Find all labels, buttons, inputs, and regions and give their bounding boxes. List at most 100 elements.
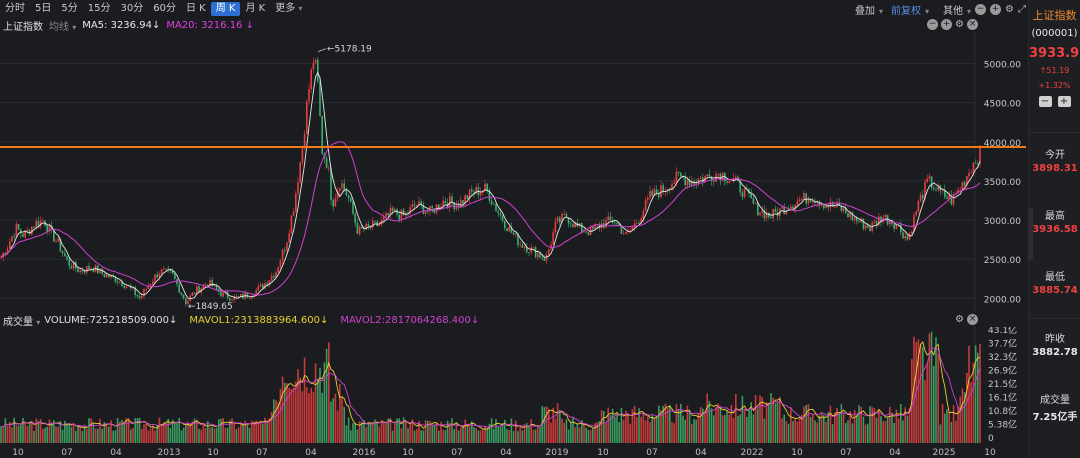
adjust-select[interactable]: 前复权 ▾ bbox=[887, 2, 929, 17]
volume-bar bbox=[508, 430, 510, 443]
candle-body bbox=[471, 189, 473, 192]
candle-body bbox=[493, 203, 495, 205]
volume-bar bbox=[644, 420, 647, 443]
volume-bar bbox=[768, 403, 770, 443]
tab-15min[interactable]: 15分 bbox=[87, 3, 111, 14]
ma-selector[interactable]: 均线 ▾ bbox=[49, 18, 76, 33]
volume-text: VOLUME:725218509.000 bbox=[44, 314, 169, 326]
candle-body bbox=[818, 201, 821, 206]
overlay-button[interactable]: 叠加 ▾ bbox=[851, 2, 883, 17]
candle-body bbox=[207, 284, 209, 287]
settings-icon[interactable]: ⚙ bbox=[1005, 3, 1014, 15]
candle-body bbox=[974, 162, 977, 164]
low-block: 最低 3885.74 bbox=[1029, 268, 1080, 296]
candle-body bbox=[693, 181, 695, 183]
volume-bar bbox=[444, 430, 447, 443]
volume-bar bbox=[59, 421, 62, 443]
volume-bar bbox=[836, 408, 838, 443]
candle-body bbox=[666, 189, 669, 191]
close-icon[interactable]: × bbox=[967, 19, 978, 30]
tab-5day[interactable]: 5日 bbox=[35, 3, 52, 14]
candle-body bbox=[341, 183, 343, 188]
tab-more[interactable]: 更多 ▾ bbox=[270, 2, 307, 16]
candle-body bbox=[90, 268, 92, 270]
candle-body bbox=[521, 244, 524, 248]
volume-bar bbox=[449, 422, 451, 443]
candle-body bbox=[81, 270, 84, 272]
volume-bar bbox=[229, 420, 231, 443]
arrow-up-icon: ↑ bbox=[1039, 66, 1047, 75]
minus-icon[interactable]: − bbox=[1038, 96, 1052, 107]
candle-body bbox=[336, 190, 339, 199]
volume-bar bbox=[356, 429, 359, 443]
plus-icon[interactable]: + bbox=[1057, 96, 1071, 107]
candle-body bbox=[339, 187, 341, 191]
volume-bar bbox=[867, 423, 869, 443]
candle-body bbox=[831, 201, 834, 207]
volume-bar bbox=[136, 417, 139, 443]
candle-body bbox=[526, 247, 528, 253]
volume-bar bbox=[295, 381, 297, 443]
volume-title[interactable]: 成交量 ▾ bbox=[3, 313, 40, 328]
volume-bar bbox=[607, 407, 609, 443]
volume-bar bbox=[618, 422, 620, 443]
volume-bar bbox=[242, 424, 244, 443]
minus-icon[interactable]: − bbox=[975, 3, 987, 15]
volume-bar bbox=[565, 419, 568, 443]
tab-weekly-k[interactable]: 周 K bbox=[210, 2, 241, 16]
volume-bar bbox=[693, 419, 695, 443]
volume-bar bbox=[752, 414, 755, 443]
volume-bar bbox=[880, 416, 882, 443]
volume-bar bbox=[72, 423, 75, 443]
volume-bar bbox=[649, 422, 651, 443]
tab-daily-k[interactable]: 日 K bbox=[185, 3, 206, 14]
candle-body bbox=[618, 223, 620, 227]
candle-body bbox=[537, 253, 539, 258]
candle-body bbox=[42, 220, 44, 222]
volume-bar bbox=[706, 393, 708, 443]
volume-bar bbox=[779, 397, 781, 443]
price-chart[interactable]: 5000.00 4500.00 4000.00 3500.00 3000.00 2500.… bbox=[0, 32, 1026, 312]
volume-bar bbox=[334, 393, 337, 443]
volume-bar bbox=[794, 418, 796, 443]
minus-icon[interactable]: − bbox=[927, 19, 939, 30]
plus-icon[interactable]: + bbox=[941, 19, 953, 30]
volume-bar bbox=[642, 412, 645, 443]
volume-bar bbox=[253, 421, 255, 443]
panel-collapse-handle[interactable] bbox=[1028, 208, 1033, 260]
volume-bar bbox=[539, 426, 541, 443]
candle-body bbox=[486, 183, 488, 191]
candle-body bbox=[512, 232, 515, 235]
volume-bar bbox=[552, 407, 554, 443]
volume-bar bbox=[167, 418, 169, 443]
price-panel-buttons: − + ⚙ × bbox=[924, 19, 978, 30]
expand-icon[interactable]: ⤢ bbox=[1018, 3, 1026, 15]
volume-bar bbox=[11, 427, 13, 443]
volume-bar bbox=[941, 404, 944, 443]
candle-body bbox=[231, 299, 233, 301]
settings-icon[interactable]: ⚙ bbox=[955, 19, 964, 30]
tab-60min[interactable]: 60分 bbox=[153, 3, 176, 14]
volume-bar bbox=[50, 422, 53, 443]
tab-30min[interactable]: 30分 bbox=[120, 3, 144, 14]
other-button[interactable]: 其他 ▾ bbox=[939, 2, 971, 17]
tab-5min[interactable]: 5分 bbox=[61, 3, 78, 14]
time-tick-label: 10 bbox=[12, 448, 24, 458]
volume-bar bbox=[101, 428, 103, 443]
close-icon[interactable]: × bbox=[967, 314, 978, 325]
tab-intraday[interactable]: 分时 bbox=[5, 3, 25, 14]
candle-body bbox=[174, 273, 176, 280]
candle-body bbox=[631, 227, 634, 230]
volume-bar bbox=[908, 408, 911, 443]
candle-body bbox=[193, 292, 196, 294]
candle-body bbox=[541, 257, 543, 259]
candle-body bbox=[594, 225, 596, 229]
settings-icon[interactable]: ⚙ bbox=[955, 314, 964, 325]
tab-monthly-k[interactable]: 月 K bbox=[245, 3, 266, 14]
volume-bar bbox=[605, 423, 607, 443]
plus-icon[interactable]: + bbox=[990, 3, 1002, 15]
volume-bar bbox=[264, 417, 266, 443]
volume-bar bbox=[88, 418, 90, 443]
volume-bar bbox=[435, 422, 438, 443]
